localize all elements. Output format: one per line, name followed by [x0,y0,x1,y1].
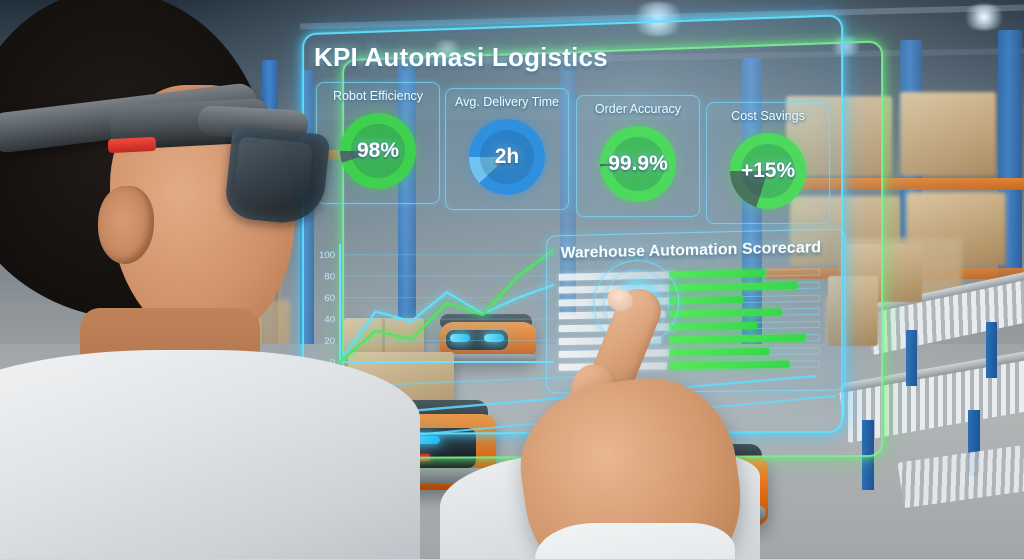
chart-series-line [339,248,555,363]
kpi-card-cost-savings[interactable]: Cost Savings +15% [706,102,830,224]
conveyor-box [828,276,878,346]
y-axis-tick-label: 20 [324,336,335,347]
ceiling-light [828,36,864,56]
conveyor-leg [862,420,874,490]
agv-led-strip [484,334,504,342]
gauge-center [480,130,534,184]
kpi-value: +15% [740,159,796,182]
ar-headset-indicator [107,136,157,154]
conveyor-leg [986,322,997,378]
ear [98,186,154,264]
wrist-sleeve [535,523,735,559]
scorecard-bar-row [669,268,842,279]
gauge-robot-efficiency: 98% [340,113,416,189]
dashboard-title: KPI Automasi Logistics [314,42,608,72]
kpi-card-robot-efficiency[interactable]: Robot Efficiency 98% [316,82,440,204]
pallet-load [900,92,996,176]
gauge-center [351,124,405,178]
y-axis-tick-label: 100 [319,250,335,261]
warehouse-worker [0,0,420,559]
y-axis-tick-label: 80 [324,272,335,283]
gauge-ring [730,133,806,209]
agv-led-strip [450,334,470,342]
box-flap [382,318,385,384]
ceiling-light [430,40,464,58]
ceiling-light [628,2,688,36]
chart-svg: 020406080100 [319,244,555,369]
kpi-value: 2h [494,145,520,168]
kpi-card-order-accuracy[interactable]: Order Accuracy 99.9% [576,95,700,217]
kpi-label: Cost Savings [731,109,805,123]
kpi-label: Robot Efficiency [332,89,424,103]
kpi-card-row: Robot Efficiency 98% Avg. Delivery Time … [310,82,835,224]
gauge-ring [469,119,545,195]
shirt [0,350,420,559]
kpi-card-avg-delivery-time[interactable]: Avg. Delivery Time 2h [445,88,569,210]
chart-series-line [339,283,555,363]
kpi-value: 98% [356,139,400,162]
kpi-label: Avg. Delivery Time [455,95,559,109]
trend-line-chart: 020406080100 [310,236,560,386]
gauge-ring [600,126,676,202]
kpi-label: Order Accuracy [594,102,682,116]
pointing-hand [505,282,755,559]
gauge-center [611,137,665,191]
gauge-avg-delivery-time: 2h [469,119,545,195]
agv-indicator [416,454,430,461]
agv-bumper [440,354,536,363]
gauge-order-accuracy: 99.9% [600,126,676,202]
scorecard-bar-fill [669,269,766,279]
conveyor-leg [906,330,917,386]
y-axis-tick-label: 40 [324,315,335,326]
gauge-ring [340,113,416,189]
rack-beam [760,178,1024,190]
gauge-cost-savings: +15% [730,133,806,209]
scorecard-title: Warehouse Automation Scorecard [560,239,822,262]
kpi-value: 99.9% [608,152,668,175]
gauge-center [741,144,795,198]
y-axis-tick-label: 60 [324,293,335,304]
ceiling-light [960,4,1008,30]
